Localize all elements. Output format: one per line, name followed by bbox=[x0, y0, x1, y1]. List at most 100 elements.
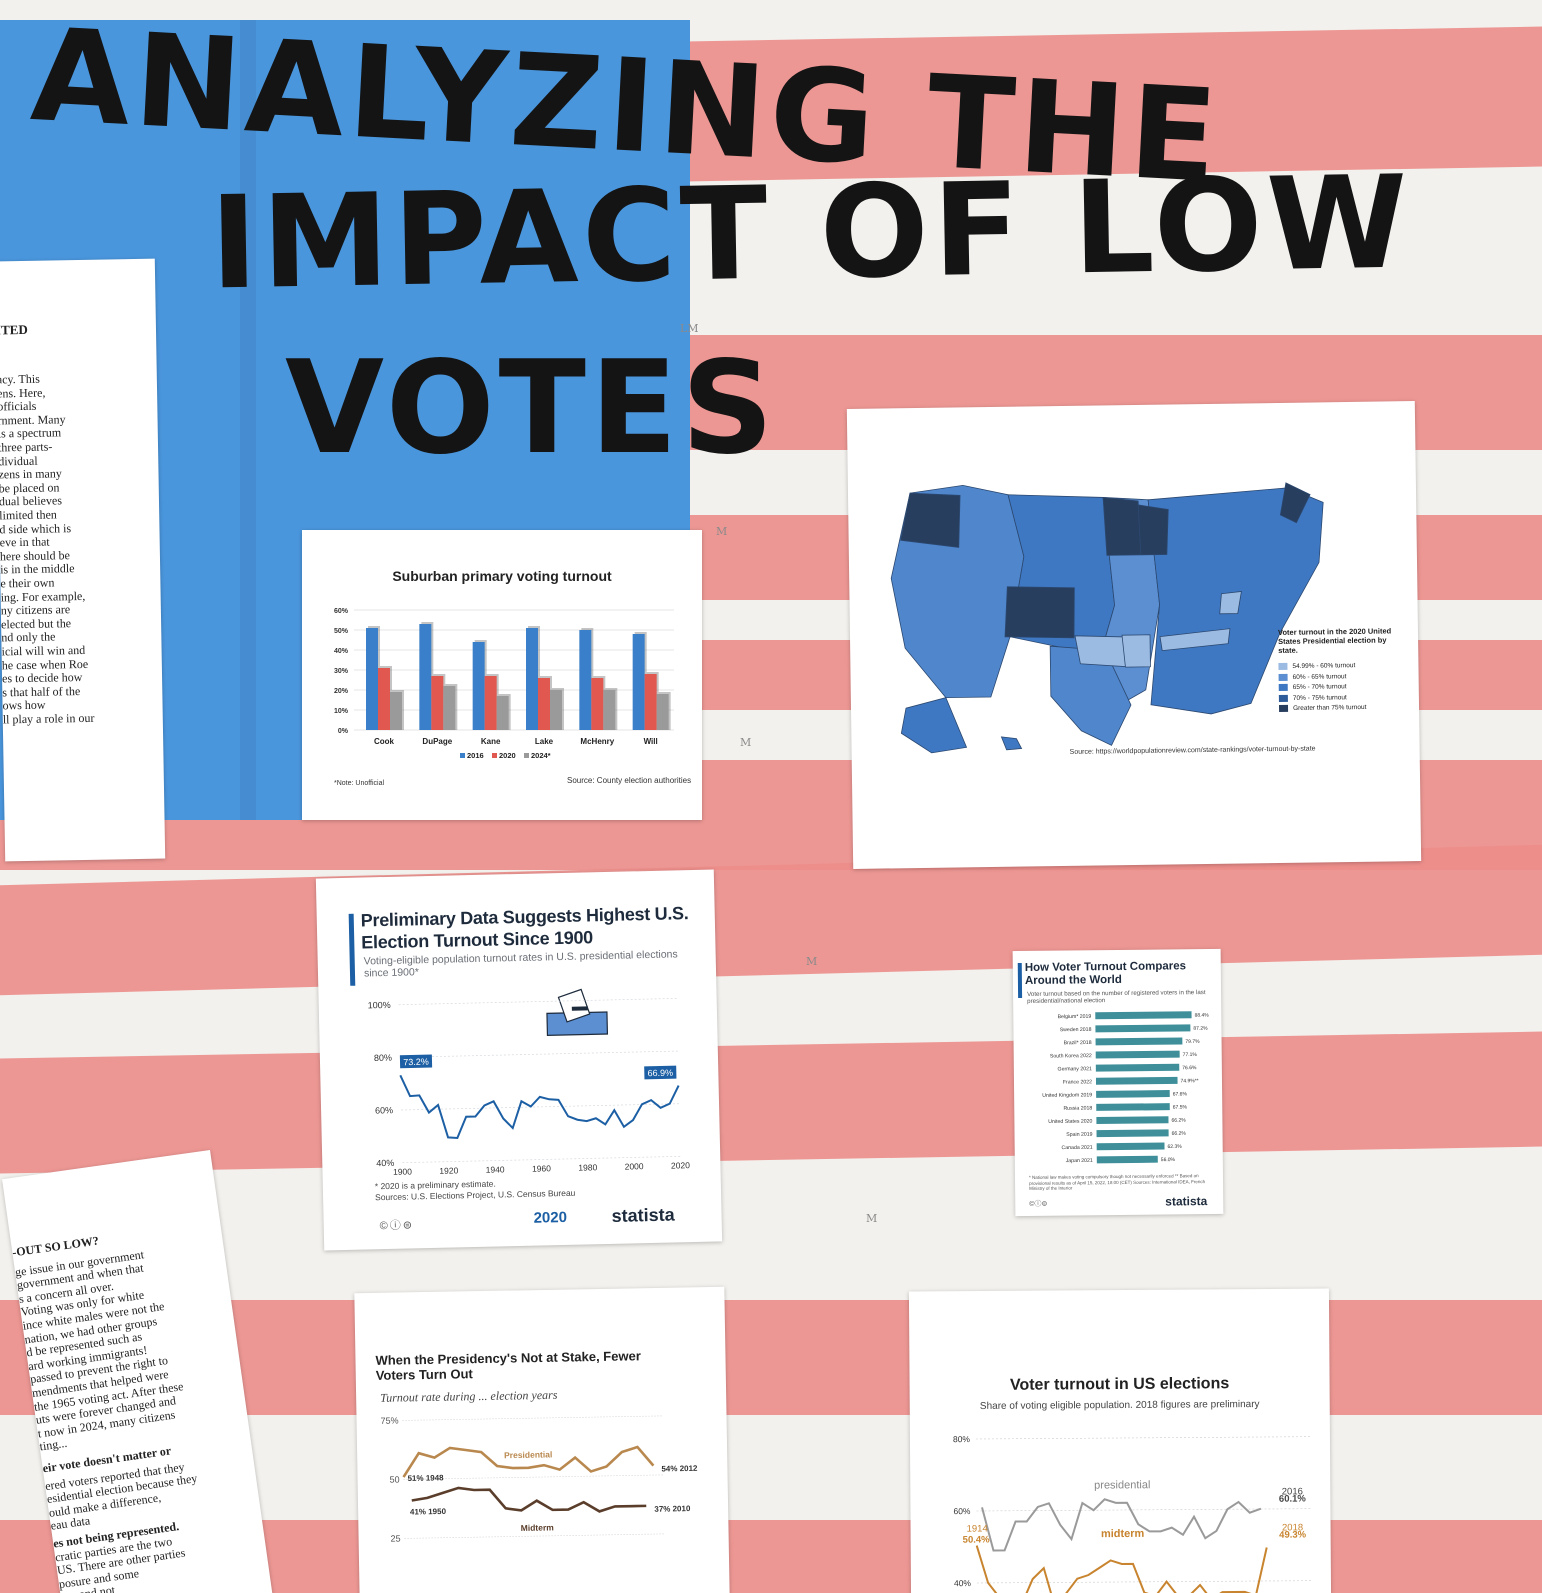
x-tick-label: Will bbox=[644, 737, 658, 746]
y-tick-label: 25 bbox=[391, 1533, 401, 1543]
bar bbox=[1096, 1103, 1170, 1111]
bar-chart-paper: Suburban primary voting turnout 0% 10% 20%… bbox=[302, 530, 702, 820]
pencil-mark: LM bbox=[680, 322, 699, 335]
legend-item: 70% - 75% turnout bbox=[1278, 694, 1347, 702]
y-tick-label: 50% bbox=[334, 628, 349, 635]
statista-logo: statista bbox=[611, 1204, 675, 1226]
category-label: South Korea 2022 bbox=[1050, 1053, 1092, 1059]
value-label: 67.6% bbox=[1173, 1091, 1188, 1097]
bar bbox=[496, 696, 509, 730]
bar bbox=[1095, 1011, 1192, 1020]
map-hawaii bbox=[1000, 736, 1023, 751]
gridline bbox=[399, 1050, 678, 1058]
election-2020-logo: 2020 bbox=[533, 1208, 568, 1227]
data-label-value: 49.3% bbox=[1279, 1529, 1307, 1540]
chart-title: Suburban primary voting turnout bbox=[392, 568, 612, 584]
x-tick-label: DuPage bbox=[422, 737, 452, 746]
value-label: 66.2% bbox=[1171, 1118, 1186, 1124]
y-tick-label: 75% bbox=[380, 1416, 398, 1426]
y-tick-label: 60% bbox=[953, 1506, 971, 1516]
x-tick-label: 2000 bbox=[625, 1161, 644, 1171]
series-label: Presidential bbox=[504, 1449, 552, 1460]
chart-footnote: * National law makes voting compulsory t… bbox=[1028, 1173, 1206, 1191]
y-tick-label: 40% bbox=[954, 1578, 972, 1588]
legend-swatch bbox=[1278, 683, 1288, 691]
left-text-paper-top: ITED acy. This ens. Here, officials rnment.… bbox=[0, 258, 166, 862]
bar bbox=[591, 678, 604, 730]
paper-text-line: ll play a role in our bbox=[2, 710, 95, 727]
bar bbox=[378, 668, 390, 730]
red-stripe bbox=[0, 1031, 1542, 1174]
y-tick-label: 80% bbox=[374, 1053, 392, 1063]
gridline bbox=[404, 1533, 665, 1539]
map-alaska bbox=[900, 697, 968, 754]
us-map-paper: Voter turnout in the 2020 United States … bbox=[846, 401, 1422, 869]
pencil-mark: M bbox=[740, 736, 752, 749]
us-turnout-paper: Voter turnout in US elections Share of v… bbox=[908, 1288, 1332, 1593]
data-label: 54% 2012 bbox=[661, 1464, 698, 1474]
paper-heading: ITED bbox=[0, 321, 28, 338]
bar bbox=[1096, 1155, 1158, 1164]
bar bbox=[1095, 1050, 1180, 1059]
map-legend-title: Voter turnout in the 2020 United States … bbox=[1277, 626, 1392, 655]
value-label: 76.6% bbox=[1182, 1065, 1197, 1071]
map-maine bbox=[1279, 482, 1311, 524]
series-label: presidential bbox=[1094, 1479, 1150, 1491]
category-label: Germany 2021 bbox=[1058, 1066, 1092, 1072]
bar bbox=[431, 676, 444, 730]
series-line bbox=[399, 1074, 680, 1140]
map-colorado bbox=[1004, 586, 1075, 639]
legend-item: Greater than 75% turnout bbox=[1278, 703, 1367, 713]
series-line bbox=[981, 1498, 1262, 1552]
legend-label: Greater than 75% turnout bbox=[1292, 703, 1367, 713]
value-label: 88.4% bbox=[1195, 1013, 1210, 1019]
pencil-mark: M bbox=[866, 1212, 878, 1225]
gridline bbox=[976, 1580, 1311, 1584]
bar bbox=[1096, 1090, 1170, 1098]
pencil-mark: M bbox=[806, 955, 818, 968]
legend-swatch bbox=[460, 753, 465, 758]
data-label-year: 2016 bbox=[1282, 1486, 1303, 1497]
series-line bbox=[402, 1445, 655, 1478]
category-label: United States 2020 bbox=[1048, 1119, 1092, 1125]
series-line bbox=[411, 1486, 647, 1513]
map-oregon bbox=[900, 492, 961, 548]
legend-label: 2024* bbox=[531, 751, 551, 760]
y-tick-label: 60% bbox=[375, 1105, 393, 1115]
bar bbox=[472, 642, 485, 730]
y-tick-label: 10% bbox=[334, 708, 349, 715]
category-label: Russia 2018 bbox=[1063, 1105, 1092, 1111]
bar bbox=[366, 628, 378, 730]
series-label: Midterm bbox=[521, 1522, 555, 1533]
y-tick-label: 40% bbox=[334, 648, 349, 655]
map-westvirginia bbox=[1219, 591, 1242, 615]
series-label: midterm bbox=[1101, 1528, 1145, 1540]
legend-item: 65% - 70% turnout bbox=[1278, 683, 1347, 691]
turnout-since-1900-paper: Preliminary Data Suggests Highest U.S. E… bbox=[315, 869, 723, 1251]
bar bbox=[1095, 1076, 1178, 1085]
value-label: 62.3% bbox=[1167, 1144, 1182, 1150]
bar bbox=[1095, 1063, 1180, 1072]
map-arkansas bbox=[1121, 634, 1151, 668]
x-tick-label: 1900 bbox=[393, 1166, 412, 1176]
value-label: 79.7% bbox=[1185, 1039, 1200, 1045]
x-tick-label: McHenry bbox=[580, 737, 614, 746]
map-tennessee bbox=[1159, 628, 1231, 652]
bar bbox=[632, 634, 645, 730]
legend-item: 54.99% - 60% turnout bbox=[1278, 662, 1355, 670]
bar bbox=[443, 686, 456, 730]
value-label: 87.2% bbox=[1193, 1026, 1208, 1032]
bar bbox=[1096, 1142, 1165, 1151]
gridline bbox=[398, 998, 677, 1006]
bar bbox=[579, 630, 592, 730]
bar bbox=[538, 678, 550, 730]
statista-logo: statista bbox=[1165, 1194, 1208, 1209]
legend-swatch bbox=[1278, 662, 1288, 670]
chart-footnote: * 2020 is a preliminary estimate. Source… bbox=[375, 1177, 576, 1204]
chart-note: *Note: Unofficial bbox=[334, 780, 385, 787]
bar bbox=[550, 690, 562, 730]
gridline bbox=[401, 1103, 680, 1111]
x-tick-label: 2020 bbox=[671, 1160, 690, 1170]
data-label: 51% 1948 bbox=[407, 1473, 444, 1483]
